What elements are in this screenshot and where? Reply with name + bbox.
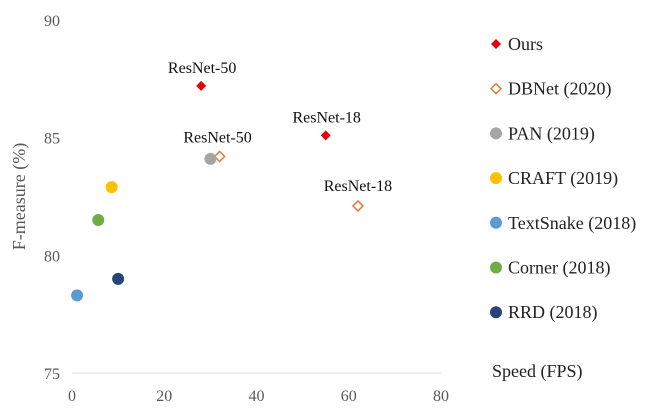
legend-entry: Ours — [508, 34, 543, 54]
y-tick-label: 75 — [44, 366, 60, 383]
legend-marker — [490, 261, 502, 274]
legend-entry: TextSnake (2018) — [508, 213, 636, 234]
y-axis-label: F-measure (%) — [9, 143, 30, 250]
data-point — [92, 214, 105, 227]
data-annotation: ResNet-50 — [168, 60, 236, 77]
x-tick-label: 0 — [68, 388, 76, 405]
legend-entry: PAN (2019) — [508, 123, 595, 144]
legend-marker — [490, 172, 502, 185]
x-tick-label: 60 — [341, 388, 357, 405]
data-point — [112, 272, 125, 285]
legend-entry: DBNet (2020) — [508, 79, 611, 100]
data-point — [71, 289, 84, 302]
legend-marker — [490, 216, 502, 229]
legend-entry: RRD (2018) — [508, 302, 598, 323]
data-point — [196, 80, 207, 91]
legend-marker — [490, 306, 502, 319]
legend-marker — [489, 82, 503, 95]
legend-entry: CRAFT (2019) — [508, 168, 618, 189]
data-point — [204, 152, 217, 165]
x-axis-label: Speed (FPS) — [492, 361, 583, 382]
legend-marker — [490, 127, 502, 140]
x-tick-label: 40 — [249, 388, 265, 405]
data-point — [351, 199, 365, 212]
legend-marker — [491, 39, 501, 49]
data-annotation: ResNet-18 — [292, 109, 360, 126]
data-annotation: ResNet-18 — [324, 178, 392, 195]
data-point — [213, 150, 226, 163]
x-tick-label: 20 — [156, 388, 172, 405]
data-point — [320, 130, 331, 141]
data-point — [105, 181, 118, 194]
legend-entry: Corner (2018) — [508, 258, 610, 279]
y-tick-label: 80 — [44, 248, 60, 265]
y-tick-label: 90 — [44, 13, 60, 30]
data-annotation: ResNet-50 — [183, 129, 251, 146]
x-tick-label: 80 — [433, 388, 449, 405]
y-tick-label: 85 — [44, 131, 60, 148]
